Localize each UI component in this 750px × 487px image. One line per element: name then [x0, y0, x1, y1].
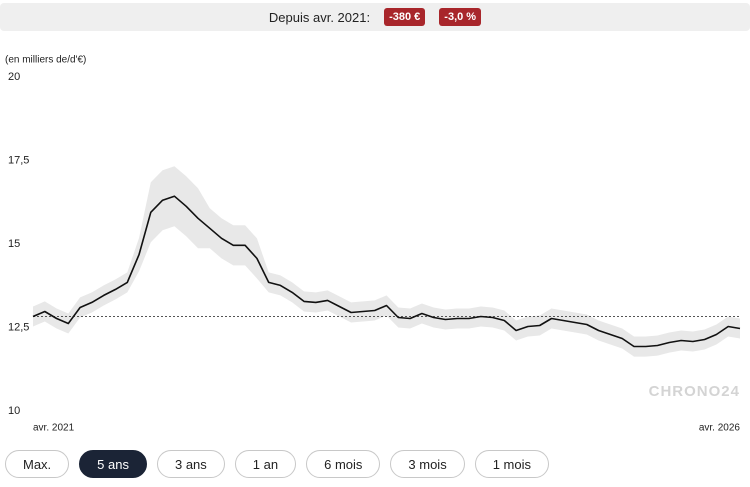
- change-abs: -380 €: [384, 8, 426, 26]
- range-button[interactable]: 1 mois: [474, 450, 549, 478]
- range-button[interactable]: Max.: [5, 450, 70, 478]
- range-button[interactable]: 3 mois: [390, 450, 465, 478]
- chart: (en milliers de/d'€) CHRONO24 10 12,5 15 17…: [5, 55, 741, 434]
- price-line: [32, 195, 741, 348]
- y-tick-label: 12,5: [8, 321, 29, 333]
- x-tick-label: avr. 2026: [699, 423, 741, 434]
- change-pct: -3,0 %: [439, 8, 482, 26]
- y-tick-label: 17,5: [8, 154, 29, 166]
- range-band: [33, 166, 740, 357]
- summary-bar: Depuis avr. 2021: -380 € -3,0 %: [0, 3, 750, 31]
- range-buttons: Max. 5 ans 3 ans 1 an 6 mois 3 mois 1 mois: [5, 450, 549, 478]
- range-button[interactable]: 1 an: [234, 450, 297, 478]
- y-tick-label: 15: [8, 238, 20, 250]
- range-button[interactable]: 6 mois: [306, 450, 381, 478]
- x-tick-label: avr. 2021: [33, 423, 75, 434]
- summary-label: Depuis avr. 2021:: [268, 9, 371, 25]
- y-axis-label: (en milliers de/d'€): [5, 55, 86, 66]
- range-button[interactable]: 3 ans: [156, 450, 225, 478]
- range-button[interactable]: 5 ans: [79, 450, 147, 478]
- y-tick-label: 10: [8, 405, 20, 417]
- y-tick-label: 20: [8, 71, 20, 83]
- watermark: CHRONO24: [649, 383, 740, 400]
